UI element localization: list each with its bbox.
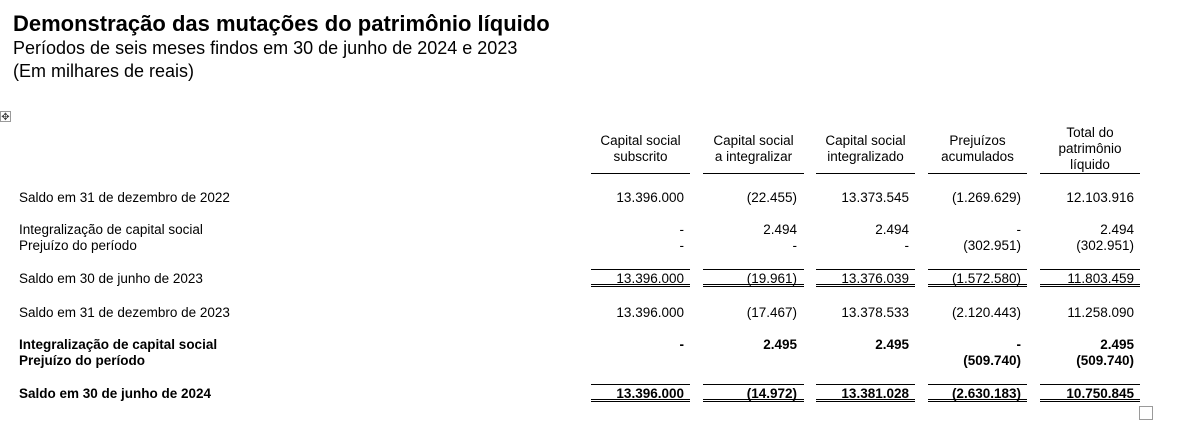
total-cell <box>703 269 804 287</box>
cell-value: - <box>679 222 685 237</box>
page-subtitle: Períodos de seis meses findos em 30 de j… <box>13 38 518 58</box>
column-header-line: Capital social <box>600 133 681 148</box>
total-cell <box>591 384 690 402</box>
cell-value: (509.740) <box>1076 353 1134 368</box>
total-cell <box>816 269 915 287</box>
column-header-total-patrimonio: Total do patrimônio líquido <box>1040 125 1140 173</box>
row-label: Saldo em 31 de dezembro de 2023 <box>19 305 230 320</box>
cell-value: 2.494 <box>1100 222 1134 237</box>
cell-value: (509.740) <box>963 353 1021 368</box>
total-cell <box>928 269 1027 287</box>
header-underline <box>928 173 1027 174</box>
cell-value: 13.373.545 <box>841 190 909 205</box>
cell-value: 13.376.039 <box>841 271 909 286</box>
row-label: Saldo em 30 de junho de 2023 <box>19 271 203 286</box>
cell-value: (1.572.580) <box>951 271 1021 286</box>
cell-value: (302.951) <box>963 238 1021 253</box>
row-label: Saldo em 31 de dezembro de 2022 <box>19 190 230 205</box>
cell-value: 2.494 <box>763 222 797 237</box>
cell-value: - <box>1016 222 1022 237</box>
column-header-line: subscrito <box>613 149 668 164</box>
cell-value: 13.381.028 <box>841 386 909 401</box>
column-header-capital-a-integralizar: Capital social a integralizar <box>703 133 804 165</box>
total-cell <box>1040 269 1140 287</box>
column-header-line: Capital social <box>713 133 794 148</box>
cell-value: 2.495 <box>1100 337 1134 352</box>
row-label: Prejuízo do período <box>19 353 146 368</box>
total-cell <box>703 384 804 402</box>
column-header-prejuizos-acumulados: Prejuízos acumulados <box>928 133 1027 165</box>
cell-value: (2.630.183) <box>951 386 1021 401</box>
cell-value: - <box>1016 337 1022 352</box>
column-header-line: Prejuízos <box>949 133 1006 148</box>
table-resize-handle-icon[interactable] <box>1139 406 1153 420</box>
total-cell <box>1040 384 1140 402</box>
header-underline <box>591 173 690 174</box>
cell-value: 11.258.090 <box>1067 305 1134 320</box>
cell-value: - <box>679 238 685 253</box>
cell-value: (1.269.629) <box>951 190 1021 205</box>
cell-value: 13.396.000 <box>616 190 684 205</box>
cell-value: 12.103.916 <box>1066 190 1134 205</box>
column-header-capital-subscrito: Capital social subscrito <box>591 133 690 165</box>
cell-value: (2.120.443) <box>951 305 1021 320</box>
column-header-line: Total do <box>1066 125 1114 140</box>
column-header-line: Capital social <box>825 133 906 148</box>
cell-value: 13.396.000 <box>616 271 684 286</box>
total-cell <box>591 269 690 287</box>
cell-value: 13.396.000 <box>616 386 684 401</box>
cell-value: 2.495 <box>875 337 909 352</box>
column-header-line: acumulados <box>941 149 1014 164</box>
page-title: Demonstração das mutações do patrimônio … <box>13 11 550 36</box>
row-label: Prejuízo do período <box>19 238 137 253</box>
units-note: (Em milhares de reais) <box>13 61 195 81</box>
column-header-line: integralizado <box>827 149 904 164</box>
row-label: Integralização de capital social <box>19 337 218 352</box>
total-cell <box>816 384 915 402</box>
header-underline <box>703 173 804 174</box>
cell-value: (302.951) <box>1076 238 1134 253</box>
column-header-line: a integralizar <box>714 149 793 164</box>
column-header-line: patrimônio <box>1058 141 1122 156</box>
header-underline <box>816 173 915 174</box>
cell-value: 10.750.845 <box>1066 386 1134 401</box>
cell-value: (14.972) <box>746 386 797 401</box>
cell-value: 13.396.000 <box>616 305 684 320</box>
cell-value: 11.803.459 <box>1067 271 1134 286</box>
cell-value: (19.961) <box>746 271 797 286</box>
cell-value: - <box>792 238 798 253</box>
cell-value: - <box>679 337 685 352</box>
column-header-capital-integralizado: Capital social integralizado <box>816 133 915 165</box>
header-underline <box>1040 173 1140 174</box>
row-label: Saldo em 30 de junho de 2024 <box>19 386 212 401</box>
cell-value: 13.378.533 <box>841 305 909 320</box>
cell-value: (22.455) <box>746 190 797 205</box>
row-label: Integralização de capital social <box>19 222 203 237</box>
cell-value: (17.467) <box>746 305 797 320</box>
cell-value: 2.494 <box>875 222 909 237</box>
total-cell <box>928 384 1027 402</box>
cell-value: 2.495 <box>763 337 797 352</box>
table-move-handle-icon[interactable]: ✥ <box>0 111 11 123</box>
column-header-line: líquido <box>1070 157 1110 172</box>
cell-value: - <box>904 238 910 253</box>
